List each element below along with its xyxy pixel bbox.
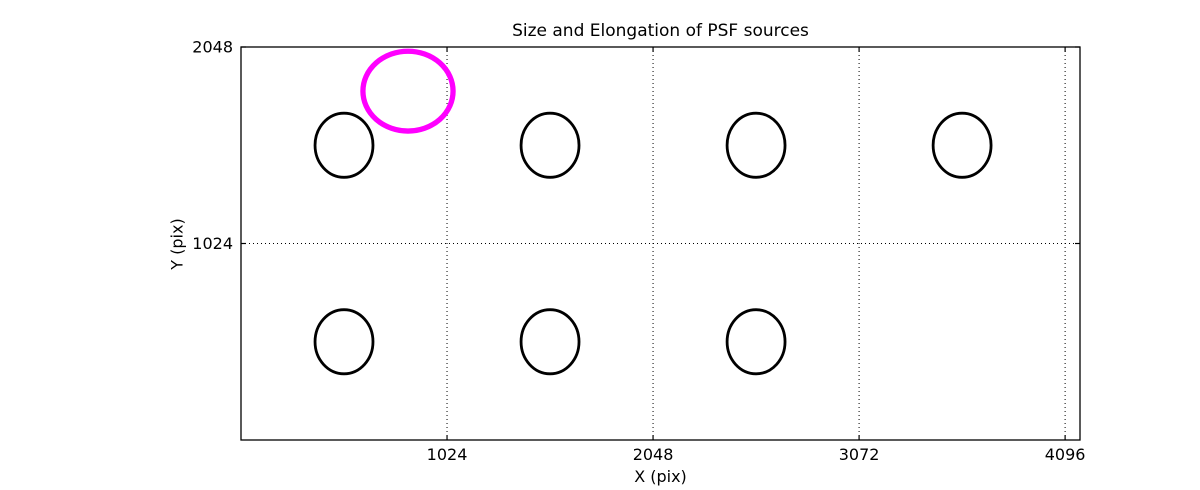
psf-model-ellipses: [519, 308, 581, 376]
chart-title: Size and Elongation of PSF sources: [512, 21, 809, 41]
psf-model-ellipses: [931, 111, 993, 179]
psf-model-ellipses: [313, 111, 375, 179]
psf-model-ellipses: [519, 111, 581, 179]
highlighted-source-ellipse: [360, 48, 456, 134]
x-tick-label: 2048: [633, 445, 674, 464]
x-tick-label: 3072: [839, 445, 880, 464]
x-axis-label: X (pix): [634, 467, 687, 486]
x-tick-label: 1024: [427, 445, 468, 464]
y-tick-label: 2048: [192, 38, 233, 57]
psf-model-ellipses: [725, 111, 787, 179]
psf-model-ellipses: [313, 308, 375, 376]
psf-model-ellipses: [725, 308, 787, 376]
y-tick-label: 1024: [192, 234, 233, 253]
x-tick-label: 4096: [1045, 445, 1086, 464]
